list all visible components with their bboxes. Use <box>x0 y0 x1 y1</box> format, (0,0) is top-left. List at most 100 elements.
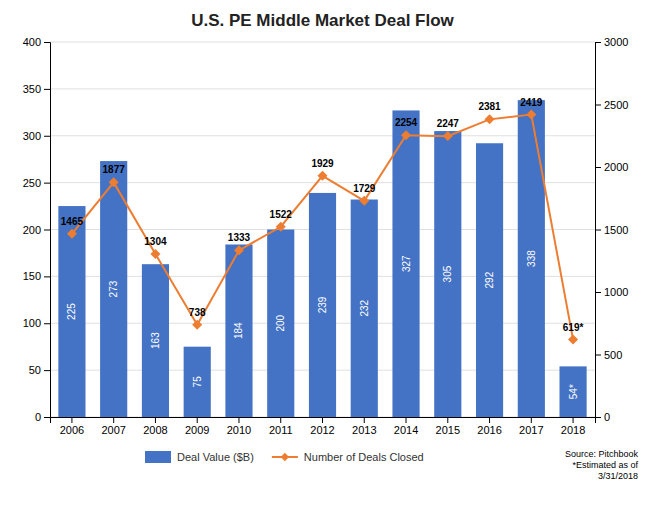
tick: 1500 <box>595 224 628 236</box>
data-label: 1729 <box>353 183 376 194</box>
tick-mark <box>113 417 114 423</box>
marker <box>359 196 369 206</box>
tick: 250 <box>23 177 50 189</box>
data-label: 1304 <box>144 236 167 247</box>
legend-item: Number of Deals Closed <box>272 451 424 463</box>
bar <box>476 143 503 417</box>
tick-label: 2006 <box>60 424 84 436</box>
bar <box>351 200 378 418</box>
marker <box>150 249 160 259</box>
tick-label: 1500 <box>604 224 628 236</box>
marker <box>318 171 328 181</box>
marker <box>443 131 453 141</box>
tick: 2012 <box>310 417 334 436</box>
tick-label: 1000 <box>604 286 628 298</box>
bar <box>518 100 545 417</box>
tick-mark <box>406 417 407 423</box>
tick-mark <box>595 292 601 293</box>
tick-mark <box>44 230 50 231</box>
tick: 150 <box>23 270 50 282</box>
tick-label: 0 <box>604 411 610 423</box>
tick-mark <box>595 42 601 43</box>
tick: 3000 <box>595 36 628 48</box>
data-label: 163 <box>150 332 161 349</box>
axis-line <box>44 43 51 418</box>
tick-label: 2016 <box>477 424 501 436</box>
tick: 2006 <box>60 417 84 436</box>
tick-mark <box>447 417 448 423</box>
data-label: 273 <box>108 280 119 297</box>
legend-marker <box>281 453 289 461</box>
grid-line <box>50 88 595 89</box>
data-label: 225 <box>66 303 77 320</box>
tick-label: 2014 <box>394 424 418 436</box>
marker <box>192 320 202 330</box>
data-label: 1333 <box>228 232 251 243</box>
data-label: 54* <box>568 384 579 399</box>
data-label: 75 <box>192 376 203 388</box>
tick-label: 2500 <box>604 99 628 111</box>
data-label: 2381 <box>478 101 501 112</box>
data-labels: 2252731637518420023923232730529233854*14… <box>61 97 584 400</box>
bar <box>392 110 419 417</box>
data-label: 232 <box>359 299 370 316</box>
annotation: Source: Pitchbook*Estimated as of3/31/20… <box>565 449 639 481</box>
tick-label: 2010 <box>227 424 251 436</box>
tick: 350 <box>23 83 50 95</box>
bar <box>267 230 294 418</box>
tick-label: 2012 <box>310 424 334 436</box>
data-label: 738 <box>189 307 206 318</box>
grid <box>50 42 595 417</box>
bar <box>434 131 461 417</box>
y2-axis: 0 500 1000 1500 2000 2500 3000 <box>595 36 628 423</box>
tick: 2008 <box>143 417 167 436</box>
tick: 2009 <box>185 417 209 436</box>
x-axis: 2006200720082009201020112012201320142015… <box>51 417 596 436</box>
tick-label: 2017 <box>519 424 543 436</box>
tick-mark <box>595 355 601 356</box>
data-label: 292 <box>484 271 495 288</box>
tick-label: 300 <box>23 130 41 142</box>
tick-mark <box>238 417 239 423</box>
data-label: 619* <box>563 322 584 333</box>
data-label: 327 <box>401 255 412 272</box>
bar <box>142 264 169 417</box>
tick-label: 100 <box>23 317 41 329</box>
tick-label: 50 <box>29 364 41 376</box>
grid-line <box>50 42 595 43</box>
tick: 0 <box>595 411 610 423</box>
line <box>72 115 573 340</box>
tick: 2007 <box>101 417 125 436</box>
tick: 1000 <box>595 286 628 298</box>
tick-label: 2018 <box>561 424 585 436</box>
legend-label: Number of Deals Closed <box>304 451 424 463</box>
tick-mark <box>44 136 50 137</box>
tick: 2014 <box>394 417 418 436</box>
tick-label: 250 <box>23 177 41 189</box>
axis-line <box>596 43 602 418</box>
marker <box>526 110 536 120</box>
tick: 2000 <box>595 161 628 173</box>
tick-mark <box>573 417 574 423</box>
marks <box>58 100 586 417</box>
tick: 50 <box>29 364 50 376</box>
tick: 500 <box>595 349 622 361</box>
data-label: 2254 <box>395 117 418 128</box>
tick-mark <box>364 417 365 423</box>
data-label: 2247 <box>437 118 460 129</box>
tick-label: 500 <box>604 349 622 361</box>
tick-label: 150 <box>23 270 41 282</box>
tick-label: 3000 <box>604 36 628 48</box>
tick-label: 400 <box>23 36 41 48</box>
marker <box>276 222 286 232</box>
y-axis: 050100150200250300350400 <box>23 36 51 423</box>
data-label: 1522 <box>270 209 293 220</box>
marker <box>485 114 495 124</box>
tick-label: 2015 <box>436 424 460 436</box>
legend-swatch <box>145 451 171 463</box>
data-label: 338 <box>526 250 537 267</box>
data-label: 1929 <box>311 158 334 169</box>
data-label: 1877 <box>103 164 126 175</box>
legend-label: Deal Value ($B) <box>177 451 254 463</box>
axis-line <box>51 418 596 424</box>
